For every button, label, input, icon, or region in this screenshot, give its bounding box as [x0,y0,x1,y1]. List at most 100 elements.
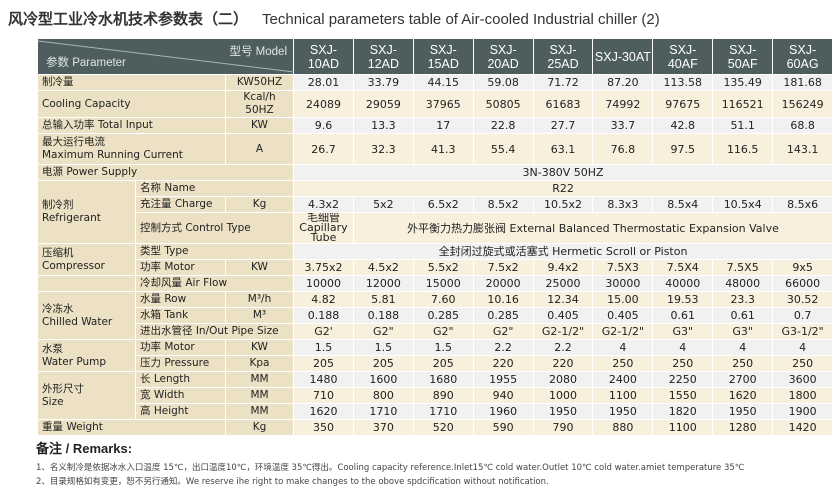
value-cell: 250 [772,355,834,372]
value-cell: 1710 [412,403,474,420]
table-row: Cooling Capacity Kcal/h 50HZ 24089 29059 379… [37,90,834,118]
value-cell: 370 [352,419,414,436]
value-cell: 44.15 [412,74,474,91]
value-cell: 9.4x2 [532,259,594,276]
value-cell: 66000 [772,275,834,292]
value-cell: 50805 [472,90,534,118]
value-cell: 97675 [652,90,714,118]
row-sub-label: 名称 Name [134,180,295,197]
row-group-label: 外形尺寸 Size [37,371,136,420]
value-cell: 1100 [592,387,654,404]
row-sub-label: 水箱 Tank [135,307,226,324]
value-cell: 10.5x4 [712,196,774,213]
row-unit: Kg [224,196,295,213]
row-unit: Kcal/h 50HZ [224,90,295,118]
row-unit: M³/h [224,291,295,308]
value-cell: 37965 [412,90,474,118]
title-en: Technical parameters table of Air-cooled… [262,11,660,28]
value-cell: 220 [532,355,594,372]
row-unit: MM [224,387,295,404]
table-row: 冷冻水 Chilled Water 水量 Row M³/h 4.82 5.81 7.60 1… [37,291,834,340]
value-cell: 800 [352,387,414,404]
remarks: 备注 / Remarks: 1、名义制冷是依据冰水入口温度 15℃，出口温度10… [36,438,744,489]
value-cell: 350 [293,419,354,436]
row-group-label: 冷冻水 Chilled Water [37,291,136,340]
header-row: 型号 Model 参数 Parameter SXJ-10AD SXJ-12AD SX… [36,38,834,75]
value-cell: 135.49 [712,74,774,91]
value-cell: 250 [652,355,714,372]
row-unit: A [224,133,295,165]
table-row: 高 Height MM 1620 1710 1710 1960 1950 1950 1820 19… [38,403,834,420]
row-sub-label: 充注量 Charge [135,196,226,213]
value-cell: 205 [412,355,474,372]
row-sub-label: 进出水管径 In/Out Pipe Size [134,323,295,340]
value-cell: G3-1/2" [772,323,834,340]
row-sub-label: 水量 Row [135,291,226,308]
remarks-title: 备注 / Remarks: [36,441,133,456]
value-cell: 19.53 [652,291,714,308]
value-cell: 710 [293,387,354,404]
value-cell: 5.5x2 [412,259,474,276]
value-cell: 74992 [592,90,654,118]
row-sub-label: 控制方式 Control Type [134,212,295,244]
table-row: 进出水管径 In/Out Pipe Size G2' G2" G2" G2" G2-1/2… [38,323,834,340]
row-group-label: 制冷量 [37,74,226,91]
value-cell: 0.7 [772,307,834,324]
value-cell: 48000 [712,275,774,292]
value-cell: 63.1 [532,133,594,165]
row-sub-label: 功率 Motor [135,339,226,356]
table-row: 制冷量 KW50HZ 28.01 33.79 44.15 59.08 71.72 87.20 1… [37,74,834,91]
value-cell: 4 [592,339,654,356]
value-cell: 7.5X4 [652,259,714,276]
value-cell: 1800 [772,387,834,404]
value-cell: 27.7 [532,117,594,134]
value-span: 全封闭过旋式或活塞式 Hermetic Scroll or Piston [293,243,834,260]
value-cell: 1.5 [412,339,474,356]
title-cn: 风冷型工业冷水机技术参数表（二） [8,10,249,28]
table-row: 冷却风量 Air Flow 10000 12000 15000 20000 25000 30… [37,275,834,292]
row-unit: KW [224,339,295,356]
value-cell: 76.8 [592,133,654,165]
value-cell: 8.5x6 [772,196,834,213]
value-cell: 25000 [532,275,594,292]
value-cell: 205 [352,355,414,372]
value-cell: 2700 [712,371,774,388]
value-cell: 71.72 [532,74,594,91]
value-cell: 1600 [352,371,414,388]
value-cell: 590 [472,419,534,436]
value-cell: 1000 [532,387,594,404]
row-unit: MM [224,371,295,388]
value-cell: 1950 [592,403,654,420]
value-cell: 41.3 [412,133,474,165]
row-unit: Kg [224,419,295,436]
value-cell: 1480 [293,371,354,388]
value-cell: G3" [712,323,774,340]
row-sub-label: 宽 Width [135,387,226,404]
value-span: 外平衡力热力膨张阀 External Balanced Thermostatic… [352,212,834,244]
value-cell: 8.5x2 [472,196,534,213]
value-cell: 10000 [293,275,354,292]
value-cell: 1.5 [293,339,354,356]
row-group-label: 最大运行电流 Maximum Running Current [37,133,226,165]
value-cell: 5.81 [352,291,414,308]
value-cell: G2" [412,323,474,340]
value-cell: 55.4 [472,133,534,165]
value-cell: 7.60 [412,291,474,308]
value-cell: 940 [472,387,534,404]
value-cell: 97.5 [652,133,714,165]
value-cell: 33.7 [592,117,654,134]
value-cell: 6.5x2 [412,196,474,213]
value-cell: 7.5X3 [592,259,654,276]
value-cell: 1950 [712,403,774,420]
value-cell: 68.8 [772,117,834,134]
value-cell: 4.3x2 [293,196,354,213]
diagonal-divider [38,40,294,73]
value-cell: 22.8 [472,117,534,134]
value-cell: 9x5 [772,259,834,276]
model-header: SXJ-12AD [352,38,414,75]
value-cell: 1620 [712,387,774,404]
value-cell: 0.188 [293,307,354,324]
value-cell: 23.3 [712,291,774,308]
value-cell: 3.75x2 [293,259,354,276]
value-cell: 4.5x2 [352,259,414,276]
